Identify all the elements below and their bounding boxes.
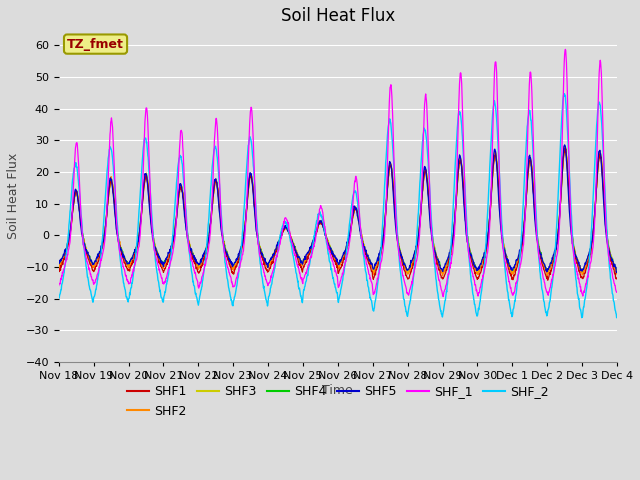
SHF_2 <box>560 91 568 97</box>
SHF4 <box>607 251 614 257</box>
SHF_1 <box>142 105 150 111</box>
SHF5 <box>551 249 559 254</box>
Y-axis label: Soil Heat Flux: Soil Heat Flux <box>7 153 20 239</box>
SHF4 <box>613 269 621 275</box>
SHF_1 <box>55 283 63 288</box>
SHF1 <box>55 267 63 273</box>
X-axis label: Time: Time <box>323 384 353 397</box>
SHF_1 <box>613 289 621 295</box>
SHF_2 <box>612 315 620 321</box>
SHF2 <box>313 229 321 235</box>
SHF_1 <box>561 47 569 52</box>
SHF1 <box>552 250 559 256</box>
SHF2 <box>142 173 150 179</box>
SHF5 <box>470 261 477 267</box>
SHF3 <box>552 247 559 252</box>
SHF3 <box>613 269 621 275</box>
Line: SHF5: SHF5 <box>59 145 617 273</box>
SHF4 <box>561 145 568 151</box>
SHF4 <box>55 262 63 268</box>
SHF_2 <box>613 313 621 319</box>
SHF2 <box>55 265 63 271</box>
Line: SHF2: SHF2 <box>59 146 617 276</box>
Line: SHF4: SHF4 <box>59 148 617 273</box>
SHF3 <box>323 237 331 243</box>
SHF1 <box>544 277 552 283</box>
Title: Soil Heat Flux: Soil Heat Flux <box>281 7 395 25</box>
SHF3 <box>607 252 614 258</box>
SHF_2 <box>313 218 321 224</box>
SHF4 <box>470 260 477 265</box>
Line: SHF_1: SHF_1 <box>59 49 617 297</box>
Line: SHF1: SHF1 <box>59 148 617 280</box>
SHF_1 <box>552 260 559 265</box>
SHF_2 <box>470 293 477 299</box>
SHF3 <box>369 271 377 277</box>
SHF1 <box>561 145 568 151</box>
SHF2 <box>561 144 569 149</box>
SHF_2 <box>55 294 63 300</box>
SHF3 <box>561 144 569 149</box>
SHF4 <box>142 172 150 178</box>
SHF5 <box>313 227 321 233</box>
SHF1 <box>470 265 477 271</box>
SHF_2 <box>551 246 559 252</box>
SHF2 <box>323 237 331 242</box>
SHF2 <box>470 262 477 267</box>
Text: TZ_fmet: TZ_fmet <box>67 37 124 50</box>
Line: SHF3: SHF3 <box>59 146 617 274</box>
Legend: SHF1, SHF2, SHF3, SHF4, SHF5, SHF_1, SHF_2: SHF1, SHF2, SHF3, SHF4, SHF5, SHF_1, SHF… <box>122 380 554 422</box>
SHF_1 <box>439 294 447 300</box>
SHF3 <box>142 172 150 178</box>
SHF_1 <box>323 240 331 245</box>
SHF1 <box>613 276 621 281</box>
SHF4 <box>323 237 331 243</box>
SHF3 <box>470 261 477 267</box>
SHF5 <box>606 252 614 258</box>
SHF_2 <box>323 242 331 248</box>
SHF_1 <box>470 276 477 282</box>
SHF5 <box>613 270 621 276</box>
SHF2 <box>613 270 621 276</box>
SHF2 <box>439 273 447 278</box>
SHF_2 <box>606 269 614 275</box>
SHF4 <box>313 227 321 233</box>
SHF1 <box>142 174 150 180</box>
SHF_1 <box>607 261 614 266</box>
SHF_2 <box>142 136 150 142</box>
SHF5 <box>561 142 568 148</box>
SHF3 <box>313 228 321 233</box>
SHF5 <box>323 239 331 245</box>
SHF2 <box>607 252 614 258</box>
SHF4 <box>552 247 559 253</box>
Line: SHF_2: SHF_2 <box>59 94 617 318</box>
SHF3 <box>55 262 63 267</box>
SHF5 <box>55 261 63 266</box>
SHF2 <box>552 246 559 252</box>
SHF5 <box>142 171 150 177</box>
SHF_1 <box>313 229 321 235</box>
SHF4 <box>404 270 412 276</box>
SHF1 <box>323 240 331 246</box>
SHF1 <box>313 230 321 236</box>
SHF1 <box>607 256 614 262</box>
